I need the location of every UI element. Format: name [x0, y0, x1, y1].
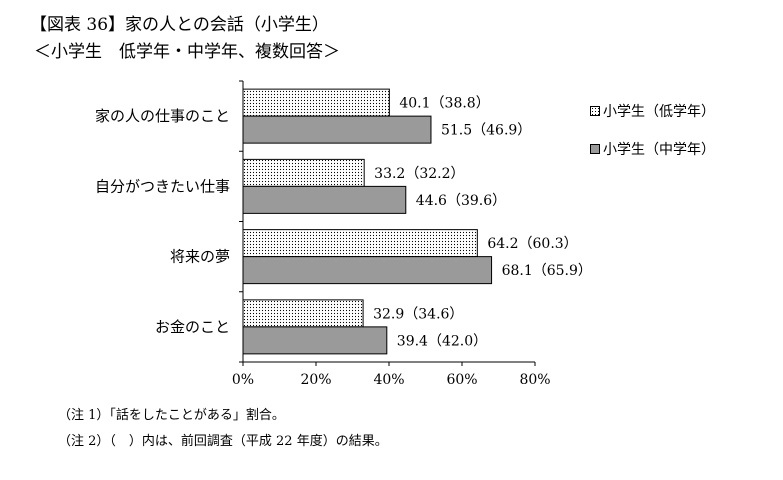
bar	[242, 115, 432, 144]
note-1: （注 1）「話をしたことがある」割合。	[58, 408, 285, 423]
category-label: 自分がつきたい仕事	[95, 177, 230, 195]
data-label: 32.9（34.6）	[373, 306, 463, 322]
data-label: 33.2（32.2）	[374, 166, 464, 182]
legend-label: 小学生（中学年）	[603, 142, 715, 158]
legend-label: 小学生（低学年）	[603, 104, 715, 120]
x-tick-label: 0%	[232, 372, 254, 388]
chart-subtitle: ＜小学生 低学年・中学年、複数回答＞	[34, 42, 340, 62]
data-label: 44.6（39.6）	[416, 193, 506, 209]
note-2: （注 2）（ ）内は、前回調査（平成 22 年度）の結果。	[58, 434, 388, 449]
legend-swatch-dotted	[590, 106, 600, 116]
data-label: 40.1（38.8）	[399, 96, 489, 112]
legend-item-middle-grades: 小学生（中学年）	[590, 139, 715, 159]
chart-title: 【図表 36】家の人との会話（小学生）	[30, 15, 329, 35]
x-tick-label: 40%	[373, 372, 404, 388]
category-label: お金のこと	[155, 318, 230, 336]
data-label: 39.4（42.0）	[397, 333, 487, 349]
legend-item-lower-grades: 小学生（低学年）	[590, 101, 715, 121]
bar	[242, 299, 364, 328]
legend-swatch-gray	[590, 144, 600, 154]
category-label: 将来の夢	[170, 248, 230, 266]
bar	[242, 326, 388, 355]
data-label: 51.5（46.9）	[441, 123, 531, 139]
x-tick-label: 80%	[519, 372, 550, 388]
data-label: 68.1（65.9）	[502, 263, 592, 279]
bar	[242, 256, 493, 285]
bar	[242, 185, 407, 214]
bar	[242, 229, 478, 258]
x-tick-label: 60%	[446, 372, 477, 388]
data-label: 64.2（60.3）	[487, 236, 577, 252]
category-label: 家の人の仕事のこと	[95, 107, 230, 125]
bar	[242, 88, 390, 117]
x-tick-label: 20%	[300, 372, 331, 388]
bar	[242, 158, 365, 187]
